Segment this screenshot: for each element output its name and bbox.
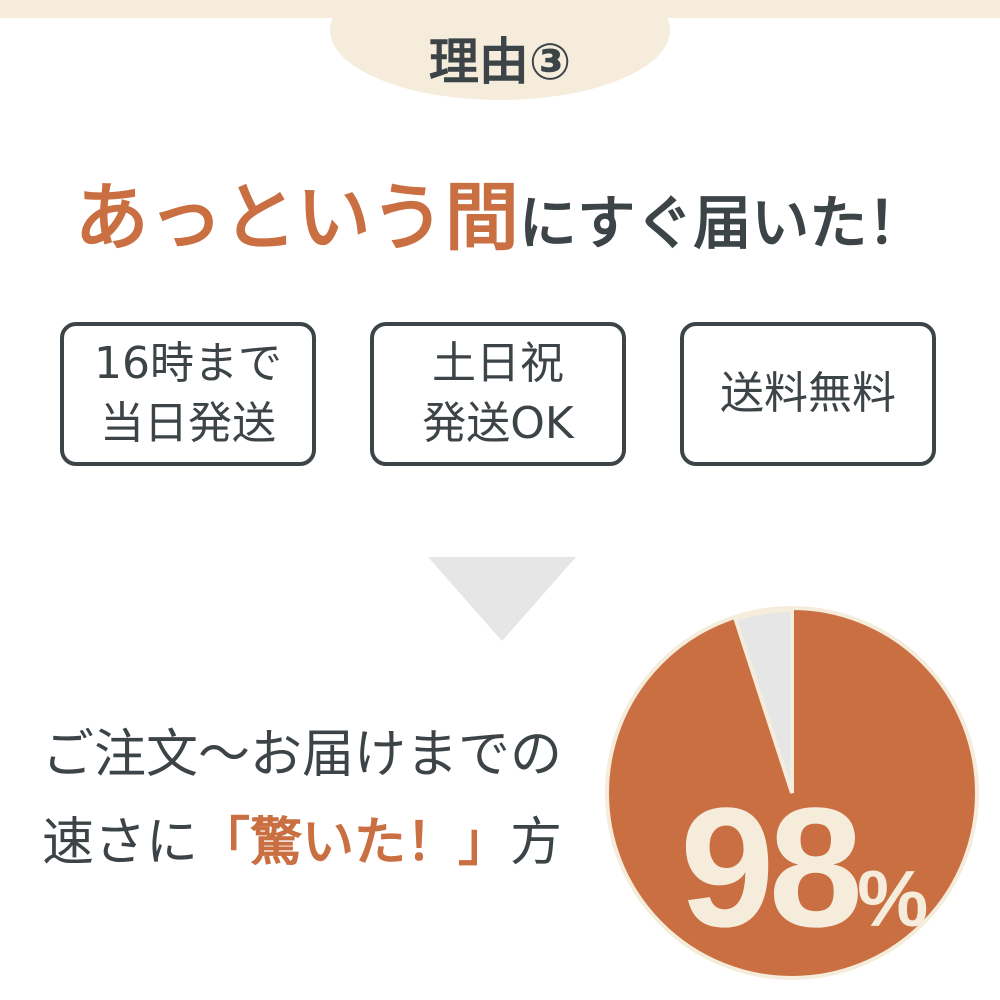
headline: あっという間にすぐ届いた！ bbox=[0, 158, 1000, 265]
feature-same-day: 16時まで 当日発送 bbox=[60, 322, 316, 466]
pie-rest-slice bbox=[732, 607, 794, 794]
caption-accent: 「驚いた！」 bbox=[198, 813, 511, 873]
caption-text: 方 bbox=[510, 813, 563, 873]
pie-unit: % bbox=[857, 854, 929, 943]
feature-weekend: 土日祝 発送OK bbox=[370, 322, 626, 466]
feature-line: 土日祝 bbox=[432, 338, 564, 389]
caption-line1: ご注文〜お届けまでの bbox=[42, 725, 563, 785]
feature-line: 当日発送 bbox=[100, 398, 276, 449]
pie-chart bbox=[605, 606, 979, 980]
pie-value: 98% bbox=[680, 770, 928, 966]
feature-free-shipping: 送料無料 bbox=[680, 322, 936, 466]
reason-badge: 理由③ bbox=[428, 33, 572, 91]
caption-line2: 速さに「驚いた！」方 bbox=[42, 800, 562, 875]
pie-number: 98 bbox=[680, 773, 863, 963]
feature-line: 16時まで bbox=[94, 338, 282, 389]
down-arrow-icon bbox=[428, 557, 576, 641]
headline-accent: あっという間 bbox=[74, 175, 519, 261]
feature-line: 発送OK bbox=[422, 398, 574, 449]
headline-rest: にすぐ届いた！ bbox=[518, 189, 926, 257]
feature-line: 送料無料 bbox=[720, 368, 896, 419]
caption-text: 速さに bbox=[42, 813, 199, 873]
